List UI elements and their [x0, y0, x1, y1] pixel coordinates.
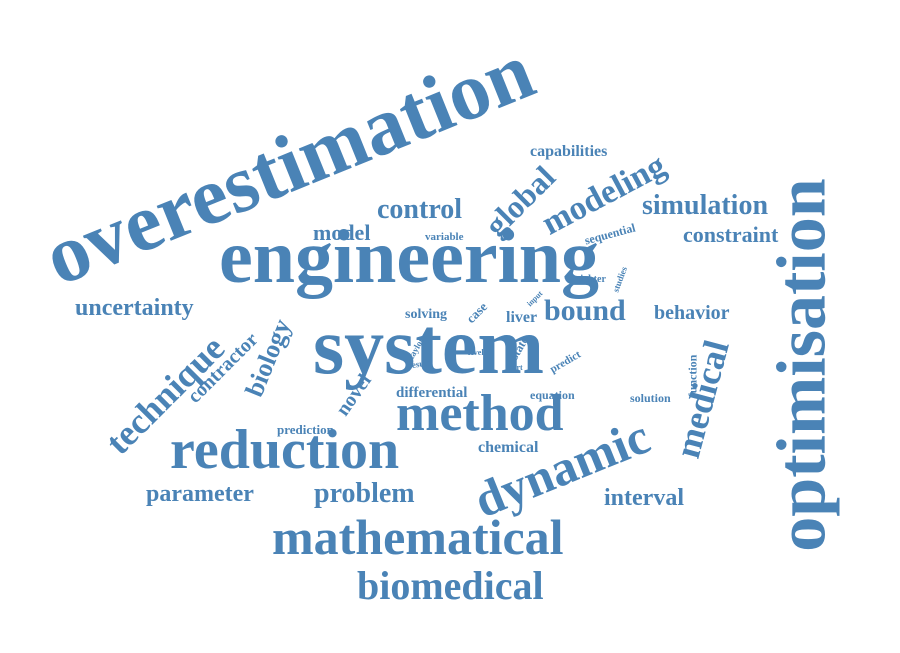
word-equation: equation: [530, 388, 575, 402]
word-part: part: [508, 363, 523, 372]
word-function: function: [685, 354, 700, 398]
word-system: system: [313, 303, 545, 391]
word-chemical: chemical: [478, 439, 539, 456]
word-parameter: parameter: [146, 481, 254, 507]
word-capabilities: capabilities: [530, 143, 608, 160]
word-model: model: [313, 220, 371, 245]
word-interval: interval: [604, 485, 684, 511]
word-bound: bound: [544, 294, 626, 327]
word-prediction: prediction: [277, 422, 334, 437]
word-reduction: reduction: [170, 419, 400, 481]
word-variable: variable: [425, 231, 464, 243]
word-solving: solving: [405, 307, 448, 322]
word-studies: studies: [610, 265, 630, 294]
word-medical: medical: [667, 335, 737, 463]
word-liver: liver: [506, 309, 538, 326]
word-differential: differential: [396, 385, 468, 401]
word-tighter: tighter: [577, 274, 606, 285]
word-biomedical: biomedical: [357, 563, 544, 608]
word-simulation: simulation: [642, 190, 769, 221]
word-method: method: [396, 385, 564, 442]
word-engineering: engineering: [219, 215, 599, 299]
word-level: level: [468, 348, 484, 357]
word-constraint: constraint: [683, 222, 779, 247]
word-mathematical: mathematical: [272, 509, 564, 565]
word-behavior: behavior: [654, 302, 730, 324]
word-uncertainty: uncertainty: [75, 295, 194, 321]
word-solution: solution: [630, 391, 671, 405]
word-control: control: [377, 194, 463, 225]
word-biology: biology: [239, 314, 297, 401]
word-predict: predict: [547, 348, 583, 376]
word-problem: problem: [314, 478, 415, 509]
